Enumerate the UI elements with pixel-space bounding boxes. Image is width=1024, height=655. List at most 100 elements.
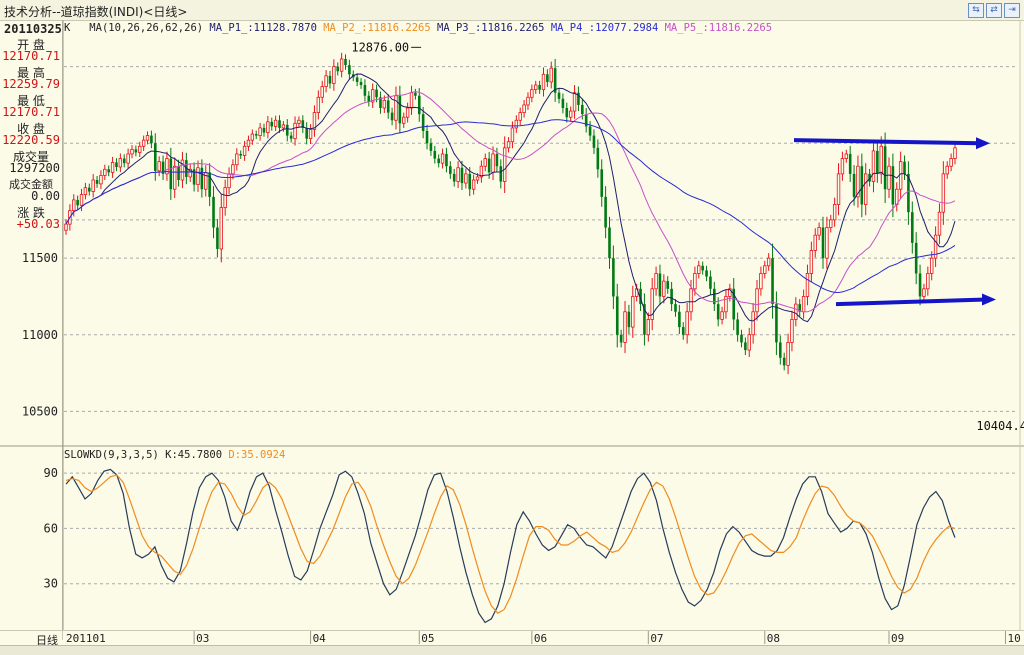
candle	[786, 333, 790, 375]
candle	[487, 152, 491, 179]
candle	[619, 329, 623, 348]
candle	[588, 121, 592, 141]
candle	[766, 253, 771, 271]
candle	[891, 153, 895, 218]
candle	[379, 91, 382, 114]
candle	[720, 306, 724, 325]
low-value: 12170.71	[2, 105, 60, 119]
candle	[297, 116, 301, 128]
candle	[301, 115, 305, 133]
candle	[68, 204, 72, 231]
candle	[568, 106, 573, 122]
candle	[483, 153, 487, 172]
candle	[701, 261, 704, 275]
price-annotations: 12876.00 10404.49	[351, 40, 1024, 433]
candle	[771, 243, 774, 319]
candle	[522, 99, 526, 118]
candle	[658, 264, 662, 306]
candle	[491, 146, 495, 181]
window-title: 技术分析--道琼指数(INDI)<日线>	[4, 5, 188, 19]
candle	[468, 166, 472, 197]
trend-arrows	[793, 137, 996, 307]
candle	[949, 153, 953, 172]
candle	[840, 151, 845, 181]
candle	[561, 93, 565, 114]
candle	[782, 352, 786, 371]
candle	[918, 264, 922, 306]
candle	[118, 153, 123, 173]
kd-k-line	[65, 468, 956, 624]
candle	[433, 145, 437, 164]
candle	[165, 151, 169, 181]
candle	[208, 163, 211, 207]
status-bar	[0, 645, 1024, 655]
candle	[464, 168, 468, 189]
change-label: 涨 跌	[17, 206, 45, 220]
change-value: +50.03	[16, 217, 60, 231]
candle	[697, 260, 701, 279]
candle	[709, 270, 712, 295]
candle	[192, 162, 196, 192]
candle	[308, 124, 313, 145]
candle	[242, 140, 247, 161]
candle	[177, 159, 180, 187]
candle	[278, 115, 281, 133]
candle	[755, 279, 759, 321]
candle	[631, 285, 635, 338]
candle	[281, 121, 286, 132]
candle	[646, 312, 651, 342]
candle	[348, 59, 351, 80]
candle	[681, 322, 685, 340]
candle	[836, 163, 841, 216]
candle	[530, 84, 534, 103]
candle	[76, 195, 79, 210]
candle	[440, 148, 445, 169]
candle	[868, 168, 871, 187]
candle	[375, 84, 378, 103]
candle	[398, 85, 402, 134]
legend-k: K	[64, 22, 71, 34]
high-annotation: 12876.00	[351, 40, 422, 54]
candle	[914, 232, 918, 285]
candle	[390, 107, 394, 126]
annotation-label: 10404.49	[976, 419, 1024, 433]
candle	[779, 335, 782, 365]
window-restore-icon[interactable]: ⇆	[968, 3, 984, 18]
candle	[185, 152, 188, 185]
candle	[662, 274, 666, 304]
candle	[922, 283, 926, 302]
annotation-label: 12876.00	[351, 40, 409, 54]
candle	[526, 92, 530, 110]
candle	[887, 157, 891, 199]
candle	[421, 106, 425, 139]
turnover-label: 成交金额	[9, 178, 53, 191]
candle	[285, 119, 289, 142]
quote-info-panel: 20110325 开 盘 12170.71 最 高 12259.79 最 低 1…	[0, 20, 63, 640]
candlestick-series	[64, 52, 957, 375]
candle	[83, 182, 88, 200]
candle	[382, 95, 387, 113]
candle	[351, 70, 355, 82]
candle	[813, 228, 817, 258]
window-close-icon[interactable]: ⇥	[1004, 3, 1020, 18]
window-tile-icon[interactable]: ⇄	[986, 3, 1002, 18]
candle	[844, 149, 849, 163]
candle	[417, 88, 421, 122]
candle	[557, 88, 561, 104]
legend-slowkd: SLOWKD(9,3,3,5)	[64, 449, 159, 461]
candle	[161, 155, 165, 181]
candle	[414, 88, 417, 100]
candle	[650, 278, 654, 331]
candle	[864, 163, 868, 216]
candle	[895, 182, 899, 212]
candle	[926, 266, 930, 296]
candle	[169, 147, 173, 200]
kd-d-line	[65, 474, 956, 614]
candle	[212, 186, 215, 239]
candle	[848, 145, 852, 182]
candle	[445, 147, 448, 173]
high-label: 最 高	[17, 66, 45, 80]
candle	[145, 131, 150, 145]
candle	[549, 61, 553, 89]
candle	[581, 99, 584, 120]
